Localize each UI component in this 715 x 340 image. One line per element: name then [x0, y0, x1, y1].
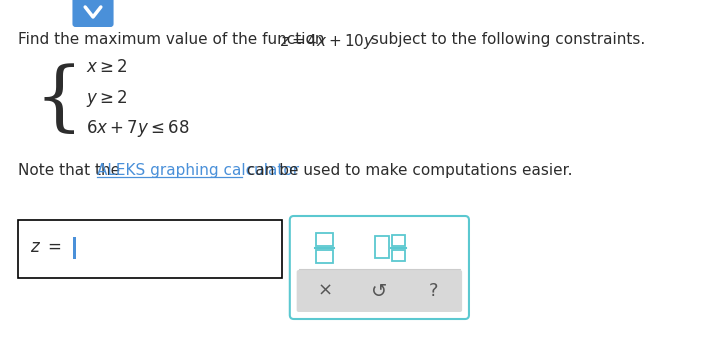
Text: Note that the: Note that the [18, 163, 124, 178]
Text: Find the maximum value of the function: Find the maximum value of the function [18, 32, 329, 47]
FancyBboxPatch shape [375, 236, 389, 258]
FancyBboxPatch shape [392, 235, 405, 246]
FancyBboxPatch shape [72, 0, 114, 27]
FancyBboxPatch shape [74, 237, 76, 259]
FancyBboxPatch shape [290, 216, 469, 319]
FancyBboxPatch shape [316, 250, 333, 263]
Text: ALEKS graphing calculator: ALEKS graphing calculator [97, 163, 299, 178]
Text: subject to the following constraints.: subject to the following constraints. [366, 32, 646, 47]
FancyBboxPatch shape [297, 270, 462, 312]
Text: $x \geq 2$: $x \geq 2$ [86, 58, 128, 76]
Text: $z\ =$: $z\ =$ [30, 238, 62, 256]
FancyBboxPatch shape [316, 233, 333, 246]
FancyBboxPatch shape [392, 250, 405, 261]
Text: can be used to make computations easier.: can be used to make computations easier. [242, 163, 572, 178]
Text: ↺: ↺ [371, 282, 388, 301]
Text: {: { [34, 63, 83, 137]
Text: $6x+7y \leq 68$: $6x+7y \leq 68$ [86, 118, 189, 139]
Text: ?: ? [428, 282, 438, 300]
Text: $z = 4x+10y$: $z = 4x+10y$ [280, 32, 375, 51]
Text: $y \geq 2$: $y \geq 2$ [86, 88, 128, 109]
Text: ×: × [318, 282, 333, 300]
FancyBboxPatch shape [18, 220, 282, 278]
